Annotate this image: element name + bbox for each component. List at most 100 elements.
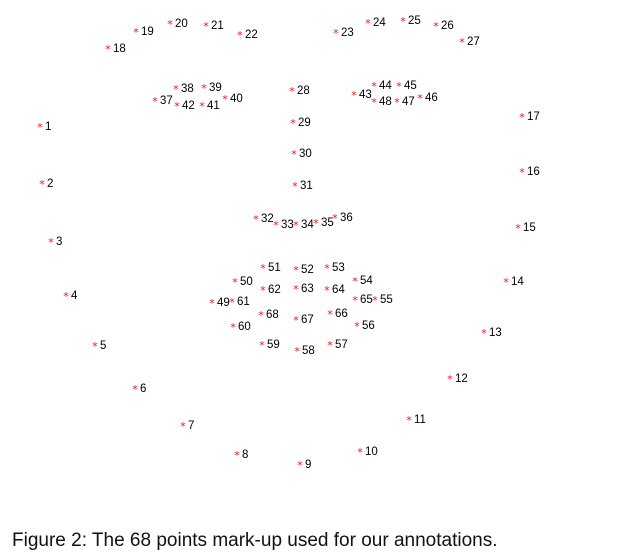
landmark-marker-icon: * (260, 284, 266, 297)
landmark-point: * 12 (447, 373, 468, 386)
landmark-marker-icon: * (292, 180, 298, 193)
landmark-point: * 28 (289, 85, 310, 98)
landmark-label: 68 (266, 309, 279, 321)
landmark-marker-icon: * (519, 166, 525, 179)
landmark-point: * 14 (503, 276, 524, 289)
landmark-marker-icon: * (234, 449, 240, 462)
landmark-label: 30 (299, 148, 312, 160)
landmark-point: * 8 (234, 449, 248, 462)
landmark-point: * 34 (293, 219, 314, 232)
landmark-label: 29 (298, 117, 311, 129)
landmark-label: 60 (238, 321, 251, 333)
landmark-label: 65 (360, 294, 373, 306)
landmark-point: * 32 (253, 213, 274, 226)
landmark-point: * 62 (260, 284, 281, 297)
landmark-label: 46 (425, 92, 438, 104)
landmark-marker-icon: * (133, 26, 139, 39)
landmark-marker-icon: * (232, 276, 238, 289)
landmark-label: 47 (402, 96, 415, 108)
landmark-point: * 56 (354, 320, 375, 333)
landmark-label: 34 (301, 219, 314, 231)
landmark-marker-icon: * (132, 383, 138, 396)
landmark-marker-icon: * (173, 83, 179, 96)
landmark-point: * 17 (519, 111, 540, 124)
landmark-label: 64 (332, 284, 345, 296)
landmark-marker-icon: * (63, 290, 69, 303)
landmark-marker-icon: * (253, 213, 259, 226)
landmark-point: * 55 (372, 294, 393, 307)
landmark-point: * 63 (293, 283, 314, 296)
landmark-marker-icon: * (237, 29, 243, 42)
landmark-marker-icon: * (37, 121, 43, 134)
landmark-marker-icon: * (167, 18, 173, 31)
landmark-marker-icon: * (351, 89, 357, 102)
landmark-label: 14 (511, 276, 524, 288)
landmark-marker-icon: * (332, 212, 338, 225)
landmark-point: * 43 (351, 89, 372, 102)
landmark-label: 52 (301, 264, 314, 276)
landmark-marker-icon: * (352, 275, 358, 288)
landmark-label: 67 (301, 314, 314, 326)
landmark-label: 66 (335, 308, 348, 320)
landmark-marker-icon: * (174, 100, 180, 113)
landmark-point: * 27 (459, 36, 480, 49)
landmark-label: 15 (523, 222, 536, 234)
landmark-marker-icon: * (352, 294, 358, 307)
landmark-label: 18 (113, 43, 126, 55)
landmark-point: * 10 (357, 446, 378, 459)
landmark-label: 53 (332, 262, 345, 274)
landmark-marker-icon: * (327, 339, 333, 352)
landmark-marker-icon: * (209, 297, 215, 310)
landmark-point: * 60 (230, 321, 251, 334)
landmark-point: * 33 (273, 219, 294, 232)
landmark-point: * 7 (180, 420, 194, 433)
landmark-label: 59 (267, 339, 280, 351)
landmark-marker-icon: * (503, 276, 509, 289)
landmark-marker-icon: * (333, 27, 339, 40)
landmark-point: * 68 (258, 309, 279, 322)
landmark-point: * 11 (406, 414, 426, 427)
landmark-label: 6 (140, 383, 146, 395)
landmark-point: * 20 (167, 18, 188, 31)
landmark-point: * 65 (352, 294, 373, 307)
landmark-label: 4 (71, 290, 78, 302)
landmark-point: * 38 (173, 83, 194, 96)
landmark-point: * 23 (333, 27, 354, 40)
landmark-marker-icon: * (396, 80, 402, 93)
landmark-marker-icon: * (372, 294, 378, 307)
landmark-label: 5 (100, 340, 106, 352)
landmark-marker-icon: * (199, 100, 205, 113)
landmark-point: * 54 (352, 275, 373, 288)
landmark-point: * 1 (37, 121, 51, 134)
landmark-point: * 15 (515, 222, 536, 235)
landmark-point: * 5 (92, 340, 106, 353)
landmark-marker-icon: * (48, 236, 54, 249)
landmark-label: 38 (181, 83, 194, 95)
landmark-label: 41 (207, 100, 220, 112)
landmark-marker-icon: * (258, 309, 264, 322)
landmark-point: * 37 (152, 95, 173, 108)
landmark-label: 49 (217, 297, 230, 309)
landmark-marker-icon: * (259, 339, 265, 352)
landmark-label: 24 (373, 17, 386, 29)
landmark-marker-icon: * (293, 219, 299, 232)
landmark-label: 35 (321, 217, 334, 229)
landmark-label: 61 (237, 296, 250, 308)
landmark-label: 43 (359, 89, 372, 101)
landmark-label: 3 (56, 236, 62, 248)
landmark-point: * 6 (132, 383, 146, 396)
landmark-label: 51 (268, 262, 281, 274)
landmark-point: * 59 (259, 339, 280, 352)
landmark-marker-icon: * (371, 80, 377, 93)
landmark-label: 17 (527, 111, 540, 123)
landmark-point: * 61 (229, 296, 250, 309)
landmark-point: * 51 (260, 262, 281, 275)
landmark-label: 2 (47, 178, 53, 190)
landmark-label: 62 (268, 284, 281, 296)
landmark-marker-icon: * (313, 217, 319, 230)
landmark-point: * 49 (209, 297, 230, 310)
landmark-label: 8 (242, 449, 248, 461)
landmark-point: * 67 (293, 314, 314, 327)
landmark-point: * 39 (201, 82, 222, 95)
